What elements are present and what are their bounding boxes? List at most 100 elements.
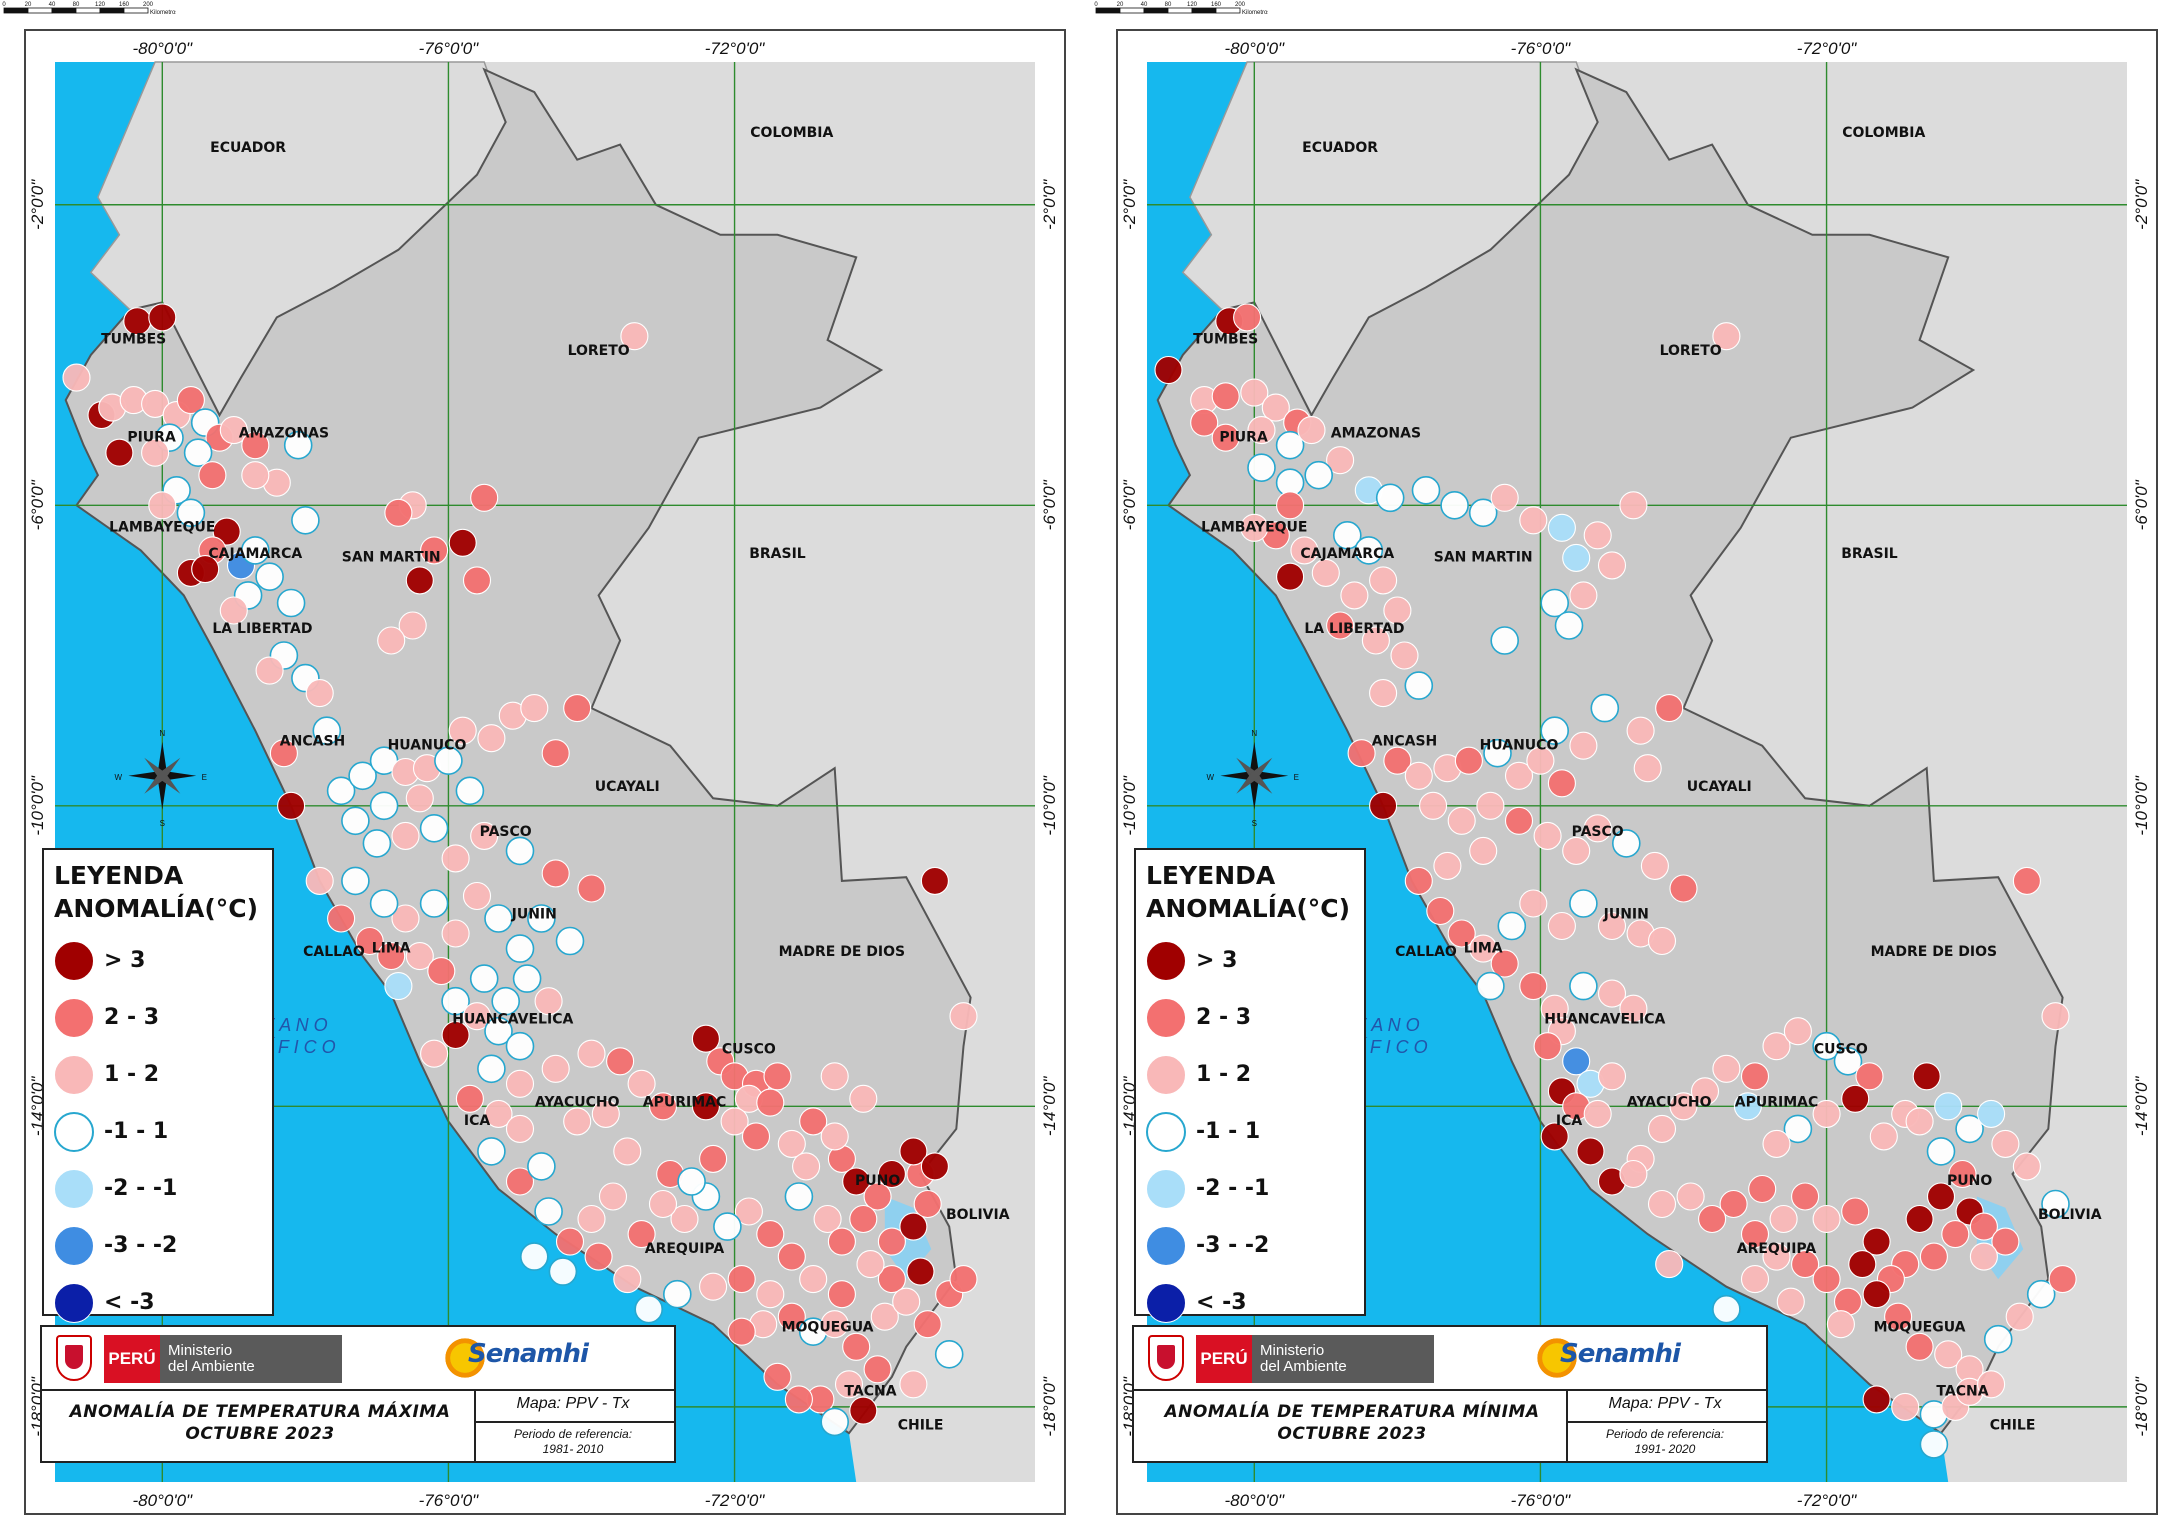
station-point [176, 498, 206, 528]
station-point [1454, 746, 1483, 775]
region-label: CUSCO [1814, 1042, 1868, 1058]
station-point [1812, 1265, 1841, 1294]
station-point [1375, 483, 1405, 513]
legend: LEYENDA ANOMALÍA(°C) > 3 2 - 3 1 - 2 -1 - 1… [1134, 848, 1366, 1323]
station-point [827, 1280, 856, 1309]
station-point [1905, 1332, 1934, 1361]
scale-segment [1167, 7, 1193, 14]
legend-item: 1 - 2 [1146, 1046, 1354, 1103]
station-point [763, 1362, 792, 1391]
lat-tick-label-right: -10°0'0" [2132, 775, 2151, 836]
station-point [577, 1204, 606, 1234]
station-point [198, 461, 227, 490]
lon-tick-label-bottom: -72°0'0" [1797, 1491, 1858, 1510]
station-point [1261, 393, 1290, 422]
station-point [1583, 521, 1612, 550]
lat-tick-label-right: -14°0'0" [2132, 1076, 2151, 1137]
region-label: LORETO [568, 343, 630, 359]
region-label: UCAYALI [595, 779, 660, 795]
station-point [1626, 716, 1655, 745]
station-point [1891, 1392, 1920, 1421]
station-point [799, 1107, 828, 1136]
station-point [1791, 1182, 1820, 1211]
station-point [856, 1250, 885, 1279]
station-point [1812, 1204, 1841, 1234]
legend-item: 2 - 3 [54, 989, 262, 1046]
station-point [469, 964, 499, 993]
station-point [1647, 1114, 1677, 1143]
station-point [326, 776, 356, 806]
station-point [1590, 693, 1620, 723]
senamhi-text: Senamhi [1560, 1339, 1681, 1369]
station-point [305, 866, 334, 895]
station-point [1404, 671, 1434, 700]
station-point [548, 1257, 578, 1286]
region-label: APURIMAC [1735, 1094, 1819, 1110]
region-label: PIURA [127, 429, 176, 445]
lat-tick-label-left: -2°0'0" [28, 179, 47, 230]
station-point [405, 942, 434, 971]
station-point [505, 934, 535, 963]
station-point [1791, 1250, 1820, 1279]
station-point [484, 1099, 513, 1128]
station-point [1426, 896, 1455, 926]
station-point [505, 1031, 535, 1061]
station-point [1276, 491, 1305, 520]
station-point [391, 821, 420, 850]
station-point [877, 1159, 906, 1189]
logo-strip: PERÚ Ministerio del Ambiente Senamhi [1134, 1327, 1766, 1391]
region-label: HUANCAVELICA [1544, 1012, 1665, 1028]
station-point [1934, 1340, 1963, 1369]
scale-segment [1215, 7, 1241, 14]
station-point [577, 874, 606, 903]
station-point [634, 1294, 664, 1324]
station-point [1712, 1294, 1741, 1324]
map-title-line2: OCTUBRE 2023 [185, 1424, 335, 1444]
scale-segment [1119, 7, 1145, 14]
scale-tick: 120 [1187, 2, 1198, 8]
station-point [283, 430, 313, 460]
station-point [462, 566, 492, 595]
station-point [1719, 1189, 1748, 1219]
region-label: PIURA [1219, 429, 1268, 445]
legend-label: -2 - -1 [104, 1176, 178, 1201]
station-point [820, 1122, 849, 1151]
lon-tick-label-bottom: -80°0'0" [133, 1491, 194, 1510]
station-point [1490, 626, 1520, 655]
region-label: PUNO [1947, 1173, 1992, 1189]
region-label: MADRE DE DIOS [779, 944, 905, 960]
station-point [1569, 889, 1598, 918]
legend-item: > 3 [54, 932, 262, 989]
ministerio-line1: Ministerio [1260, 1342, 1325, 1359]
scale-segment [1095, 7, 1121, 14]
legend-swatch [54, 1111, 94, 1152]
senamhi-logo: Senamhi [1534, 1333, 1734, 1385]
station-point [477, 1137, 506, 1166]
station-point [777, 1129, 806, 1158]
station-point [670, 1204, 699, 1234]
legend-label: < -3 [104, 1290, 155, 1315]
station-point [842, 1167, 871, 1196]
station-point [1519, 889, 1548, 918]
logo-strip: PERÚ Ministerio del Ambiente Senamhi [42, 1327, 674, 1391]
scale-tick: 20 [25, 2, 32, 8]
info-box: PERÚ Ministerio del Ambiente Senamhi ANOM… [40, 1325, 676, 1463]
lon-tick-label-top: -76°0'0" [419, 39, 480, 58]
station-point [1812, 1031, 1841, 1061]
scale-segment [51, 7, 77, 14]
scale-bar: 0 20 40 80 120 160 200 Kilometros [2, 2, 176, 16]
station-point [820, 1062, 849, 1091]
legend-item: -3 - -2 [1146, 1217, 1354, 1274]
legend-label: 1 - 2 [1196, 1062, 1252, 1087]
station-point [1540, 716, 1570, 746]
station-point [1769, 1204, 1798, 1234]
station-point [913, 1189, 942, 1219]
lon-tick-label-top: -76°0'0" [1511, 39, 1572, 58]
station-point [141, 438, 170, 467]
lon-tick-label-bottom: -80°0'0" [1225, 1491, 1286, 1510]
station-point [541, 1054, 570, 1083]
station-point [1762, 1129, 1791, 1158]
legend-swatch [1146, 1282, 1186, 1323]
station-point [1740, 1265, 1770, 1294]
scale-segment [3, 7, 29, 14]
